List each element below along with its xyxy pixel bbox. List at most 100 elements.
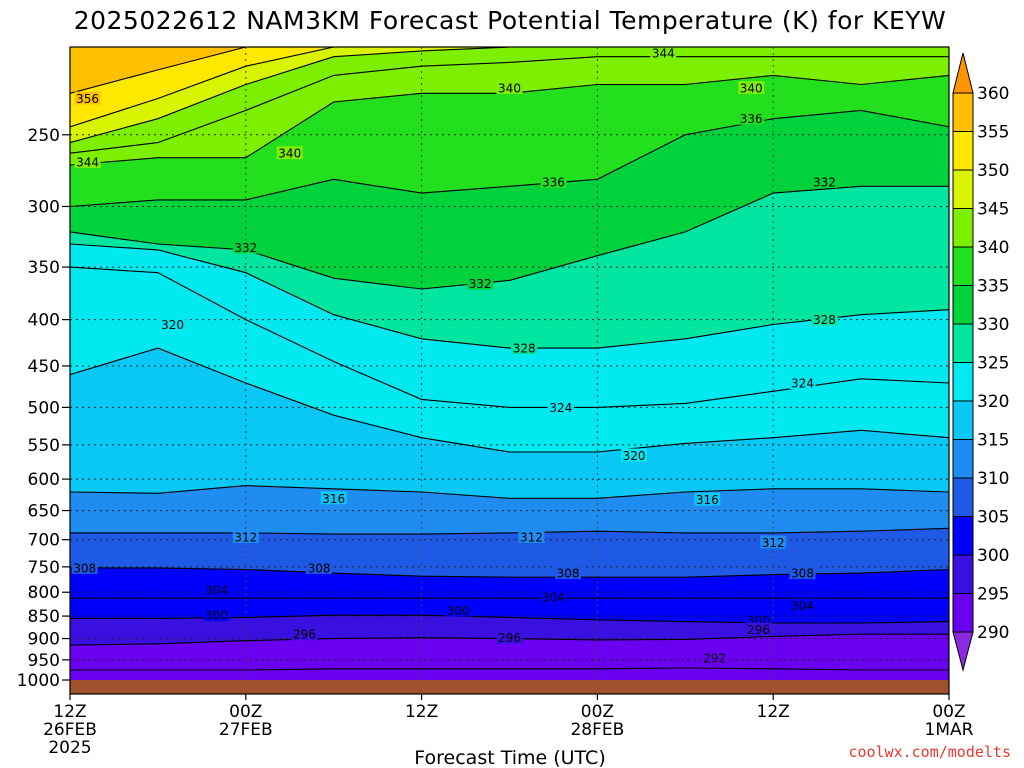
- isentrope-352: [70, 47, 949, 128]
- isentrope-label-bg: [540, 175, 567, 189]
- isentrope-label-bg: [518, 529, 545, 543]
- plot-area: 356 344 340 344 340 340 336 336 332 332 332 328 328 3…: [70, 47, 949, 694]
- isentrope-label: 308: [557, 567, 580, 581]
- isentrope-label: 308: [73, 561, 96, 575]
- y-tick-label: 800: [28, 583, 60, 603]
- x-tick-label: 26FEB: [43, 720, 97, 740]
- colorbar-tick-label: 350: [977, 161, 1009, 181]
- isentrope-label-bg: [650, 47, 677, 59]
- isentrope-label-bg: [694, 492, 721, 506]
- isentrope-label-bg: [621, 448, 648, 462]
- y-tick-label: 1000: [17, 671, 60, 691]
- colorbar-tick-label: 355: [977, 123, 1009, 143]
- isentrope-344: [70, 56, 949, 154]
- isentrope-label-bg: [445, 603, 472, 617]
- isentrope-label: 340: [498, 82, 521, 96]
- colorbar-tick-label: 310: [977, 469, 1009, 489]
- isentrope-label-bg: [232, 529, 259, 543]
- isentrope-label-bg: [745, 622, 772, 636]
- colorbar-tick-label: 300: [977, 546, 1009, 566]
- y-tick-label: 350: [28, 258, 60, 278]
- y-tick-label: 700: [28, 531, 60, 551]
- fill-band-344: [70, 47, 949, 154]
- isentrope-label: 340: [740, 82, 763, 96]
- isentrope-label: 320: [161, 318, 184, 332]
- x-tick-label: 00Z: [581, 702, 614, 722]
- x-tick-label: 00Z: [932, 702, 965, 722]
- isentrope-label: 300: [447, 604, 470, 618]
- credit-text: coolwx.com/modelts: [848, 743, 1011, 761]
- fill-band-356: [70, 47, 949, 94]
- isentrope-label-bg: [467, 276, 494, 290]
- isentrope-label: 312: [520, 530, 543, 544]
- colorbar-segment: [952, 92, 974, 132]
- isentrope-label-bg: [811, 312, 838, 326]
- isentrope-label-bg: [291, 627, 318, 641]
- colorbar-tick-label: 315: [977, 431, 1009, 451]
- isentrope-label: 312: [762, 536, 785, 550]
- y-tick-label: 950: [28, 651, 60, 671]
- plot-frame: [69, 46, 950, 695]
- isentrope-label: 320: [623, 449, 646, 463]
- isentrope-label-bg: [511, 341, 538, 355]
- y-tick-label: 300: [28, 197, 60, 217]
- isentrope-label-bg: [540, 590, 567, 604]
- x-axis-label: Forecast Time (UTC): [414, 747, 605, 768]
- isentrope-label-bg: [159, 317, 186, 331]
- colorbar-tick-label: 335: [977, 277, 1009, 297]
- colorbar-segment: [952, 439, 974, 479]
- colorbar-tick-label: 295: [977, 585, 1009, 605]
- colorbar-segment: [952, 400, 974, 440]
- y-tick-label: 500: [28, 398, 60, 418]
- isentrope-316: [70, 485, 949, 499]
- x-tick-label: 28FEB: [570, 720, 624, 740]
- grid-lines: [70, 47, 949, 680]
- colorbar-segment: [952, 208, 974, 248]
- colorbar-segment: [952, 516, 974, 556]
- colorbar-segment: [952, 169, 974, 209]
- x-tick-label: 12Z: [757, 702, 790, 722]
- isentrope-label-bg: [232, 240, 259, 254]
- isentrope-label: 308: [791, 567, 814, 581]
- isentrope-label-bg: [71, 560, 98, 574]
- x-tick-label: 12Z: [405, 702, 438, 722]
- y-tick-label: 400: [28, 311, 60, 331]
- colorbar-tick-label: 330: [977, 315, 1009, 335]
- colorbar-tick-label: 290: [977, 623, 1009, 643]
- isentrope-label: 332: [813, 176, 836, 190]
- isentrope-label: 332: [469, 277, 492, 291]
- isentrope-label: 316: [696, 493, 719, 507]
- colorbar-segment: [952, 246, 974, 286]
- y-tick-label: 250: [28, 126, 60, 146]
- isentrope-label: 316: [322, 492, 345, 506]
- isentrope-label-bg: [738, 81, 765, 95]
- isentrope-label-bg: [745, 612, 772, 626]
- isentrope-label-bg: [547, 400, 574, 414]
- y-tick-label: 600: [28, 470, 60, 490]
- isentrope-label-bg: [74, 91, 101, 105]
- y-tick-label: 650: [28, 502, 60, 522]
- colorbar: 290 295 300 305 310 315 320 325 330 335 340 345 350 3…: [952, 52, 1009, 672]
- isentrope-label: 324: [549, 401, 572, 415]
- y-tick-label: 750: [28, 558, 60, 578]
- isentrope-label: 304: [791, 599, 814, 613]
- colorbar-segment: [952, 477, 974, 517]
- isentrope-label: 340: [278, 147, 301, 161]
- x-tick-label: 2025: [48, 738, 91, 758]
- isentrope-label-bg: [203, 608, 230, 622]
- isentrope-label: 328: [813, 313, 836, 327]
- colorbar-tick-label: 320: [977, 392, 1009, 412]
- isentrope-label: 300: [205, 609, 228, 623]
- isentrope-292: [70, 667, 949, 671]
- isentrope-label-bg: [276, 146, 303, 160]
- isentrope-label-bg: [760, 535, 787, 549]
- isentrope-label: 304: [542, 591, 565, 605]
- isentrope-label-bg: [555, 566, 582, 580]
- colorbar-segment: [952, 285, 974, 325]
- chart-title: 2025022612 NAM3KM Forecast Potential Tem…: [74, 6, 947, 35]
- surface-ground: [70, 680, 949, 694]
- isentrope-356: [70, 47, 949, 94]
- isentrope-label: 336: [542, 176, 565, 190]
